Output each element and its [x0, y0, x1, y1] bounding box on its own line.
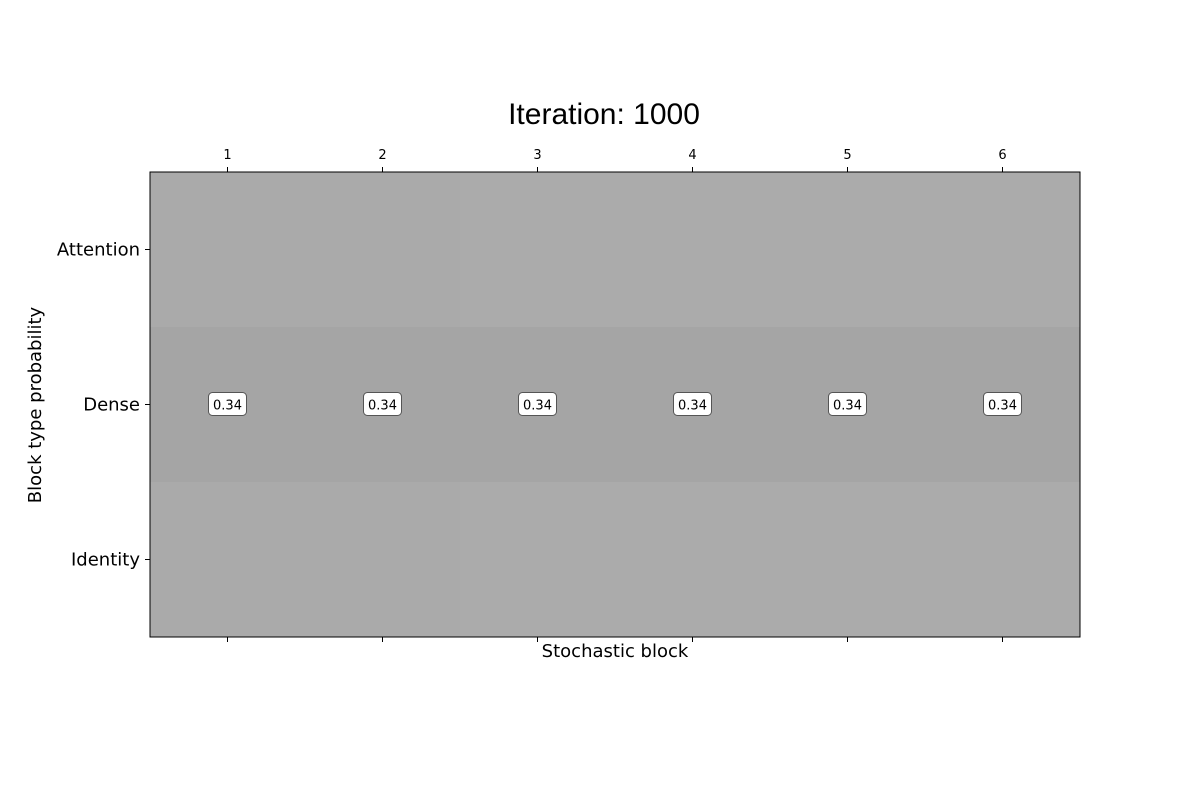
cell-value-label: 0.34 — [363, 392, 402, 416]
heatmap-cell — [925, 172, 1081, 328]
y-tick-label: Dense — [83, 395, 140, 416]
heatmap-cell — [150, 482, 306, 638]
cell-annotations: 0.34 0.34 0.34 0.34 0.34 0.34 — [208, 392, 1022, 416]
cell-value-text: 0.34 — [368, 399, 397, 414]
cell-value-label: 0.34 — [208, 392, 247, 416]
heatmap-cell — [615, 482, 771, 638]
cell-value-box — [208, 392, 247, 416]
cell-value-label: 0.34 — [828, 392, 867, 416]
cell-value-box — [673, 392, 712, 416]
x-tick-label: 4 — [688, 148, 696, 163]
cell-value-text: 0.34 — [833, 399, 862, 414]
heatmap-cell — [460, 172, 616, 328]
cell-value-box — [828, 392, 867, 416]
y-axis-label: Block type probability — [25, 306, 46, 503]
cell-value-label: 0.34 — [518, 392, 557, 416]
cell-value-text: 0.34 — [213, 399, 242, 414]
x-axis-label: Stochastic block — [542, 641, 689, 662]
cell-value-text: 0.34 — [523, 399, 552, 414]
x-tick-label: 6 — [998, 148, 1006, 163]
x-tick-label: 5 — [843, 148, 851, 163]
x-tick-label: 3 — [533, 148, 541, 163]
x-tick-label: 1 — [223, 148, 231, 163]
cell-value-text: 0.34 — [988, 399, 1017, 414]
heatmap-cell — [150, 172, 306, 328]
heatmap-cell — [770, 482, 926, 638]
heatmap-cell — [925, 482, 1081, 638]
x-ticks: 1 2 3 4 5 6 — [223, 148, 1007, 642]
heatmap-cell — [305, 172, 461, 328]
cell-value-text: 0.34 — [678, 399, 707, 414]
x-tick-label: 2 — [378, 148, 386, 163]
heatmap-cell — [770, 172, 926, 328]
cell-value-label: 0.34 — [673, 392, 712, 416]
y-tick-label: Attention — [57, 240, 140, 261]
heatmap-cell — [615, 172, 771, 328]
chart-title: Iteration: 1000 — [508, 98, 700, 131]
cell-value-label: 0.34 — [983, 392, 1022, 416]
heatmap-cell — [460, 482, 616, 638]
y-tick-label: Identity — [71, 550, 140, 571]
cell-value-box — [983, 392, 1022, 416]
cell-value-box — [518, 392, 557, 416]
cell-value-box — [363, 392, 402, 416]
heatmap-cell — [305, 482, 461, 638]
heatmap-cells — [150, 172, 1081, 638]
y-ticks: Attention Dense Identity — [57, 240, 150, 571]
